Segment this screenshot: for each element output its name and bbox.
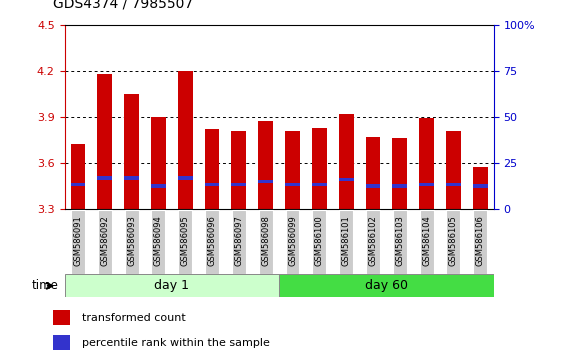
FancyBboxPatch shape xyxy=(473,210,488,274)
Bar xyxy=(53,335,70,350)
Text: time: time xyxy=(32,279,59,292)
Bar xyxy=(258,179,273,183)
FancyBboxPatch shape xyxy=(420,210,434,274)
Bar xyxy=(312,127,327,209)
Text: GSM586099: GSM586099 xyxy=(288,215,297,266)
FancyBboxPatch shape xyxy=(178,210,192,274)
Bar xyxy=(232,131,246,209)
Text: GSM586104: GSM586104 xyxy=(422,215,431,266)
FancyBboxPatch shape xyxy=(259,210,273,274)
Bar xyxy=(205,183,219,186)
Bar xyxy=(473,184,488,188)
Text: GDS4374 / 7985507: GDS4374 / 7985507 xyxy=(53,0,194,11)
Text: GSM586097: GSM586097 xyxy=(234,215,243,266)
Bar xyxy=(446,183,461,186)
FancyBboxPatch shape xyxy=(393,210,407,274)
Bar xyxy=(98,74,112,209)
FancyBboxPatch shape xyxy=(279,274,494,297)
Text: GSM586100: GSM586100 xyxy=(315,215,324,266)
Text: GSM586096: GSM586096 xyxy=(208,215,217,266)
Bar xyxy=(312,183,327,186)
FancyBboxPatch shape xyxy=(151,210,165,274)
Text: GSM586105: GSM586105 xyxy=(449,215,458,266)
FancyBboxPatch shape xyxy=(286,210,300,274)
FancyBboxPatch shape xyxy=(65,274,279,297)
Bar xyxy=(285,183,300,186)
Bar xyxy=(151,184,165,188)
Text: GSM586101: GSM586101 xyxy=(342,215,351,266)
FancyBboxPatch shape xyxy=(232,210,246,274)
Bar xyxy=(393,184,407,188)
Text: GSM586094: GSM586094 xyxy=(154,215,163,266)
Text: GSM586103: GSM586103 xyxy=(396,215,404,266)
Bar xyxy=(366,184,380,188)
Bar xyxy=(178,177,192,180)
FancyBboxPatch shape xyxy=(447,210,461,274)
Bar xyxy=(258,121,273,209)
FancyBboxPatch shape xyxy=(98,210,112,274)
Text: transformed count: transformed count xyxy=(81,313,185,323)
Bar xyxy=(446,131,461,209)
Text: GSM586095: GSM586095 xyxy=(181,215,190,266)
FancyBboxPatch shape xyxy=(366,210,380,274)
Bar xyxy=(285,131,300,209)
Text: GSM586106: GSM586106 xyxy=(476,215,485,266)
Bar xyxy=(178,71,192,209)
Bar xyxy=(419,118,434,209)
Bar xyxy=(205,129,219,209)
Bar xyxy=(419,183,434,186)
FancyBboxPatch shape xyxy=(312,210,327,274)
Bar xyxy=(124,177,139,180)
Text: GSM586093: GSM586093 xyxy=(127,215,136,266)
Bar xyxy=(393,138,407,209)
Text: GSM586092: GSM586092 xyxy=(100,215,109,266)
Text: percentile rank within the sample: percentile rank within the sample xyxy=(81,338,269,348)
Text: GSM586098: GSM586098 xyxy=(261,215,270,266)
Text: day 1: day 1 xyxy=(154,279,189,292)
FancyBboxPatch shape xyxy=(125,210,139,274)
Bar xyxy=(71,183,85,186)
Bar xyxy=(53,310,70,325)
Bar xyxy=(366,137,380,209)
Bar xyxy=(151,117,165,209)
Bar xyxy=(232,183,246,186)
Bar xyxy=(71,144,85,209)
Bar xyxy=(339,178,353,181)
Bar xyxy=(473,167,488,209)
Text: GSM586102: GSM586102 xyxy=(369,215,378,266)
Text: GSM586091: GSM586091 xyxy=(73,215,82,266)
FancyBboxPatch shape xyxy=(205,210,219,274)
FancyBboxPatch shape xyxy=(339,210,353,274)
FancyBboxPatch shape xyxy=(71,210,85,274)
Bar xyxy=(339,114,353,209)
Bar xyxy=(98,177,112,180)
Bar xyxy=(124,94,139,209)
Text: day 60: day 60 xyxy=(365,279,408,292)
